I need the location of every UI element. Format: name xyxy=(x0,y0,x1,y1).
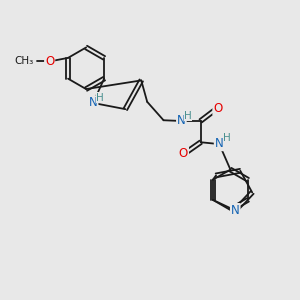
Text: H: H xyxy=(184,111,192,121)
Text: N: N xyxy=(177,114,186,127)
Text: N: N xyxy=(231,204,240,217)
Text: H: H xyxy=(223,134,230,143)
Text: O: O xyxy=(45,55,54,68)
Text: N: N xyxy=(89,96,98,110)
Text: O: O xyxy=(213,102,223,115)
Text: CH₃: CH₃ xyxy=(15,56,34,66)
Text: O: O xyxy=(179,147,188,160)
Text: N: N xyxy=(215,137,224,150)
Text: H: H xyxy=(96,93,104,103)
